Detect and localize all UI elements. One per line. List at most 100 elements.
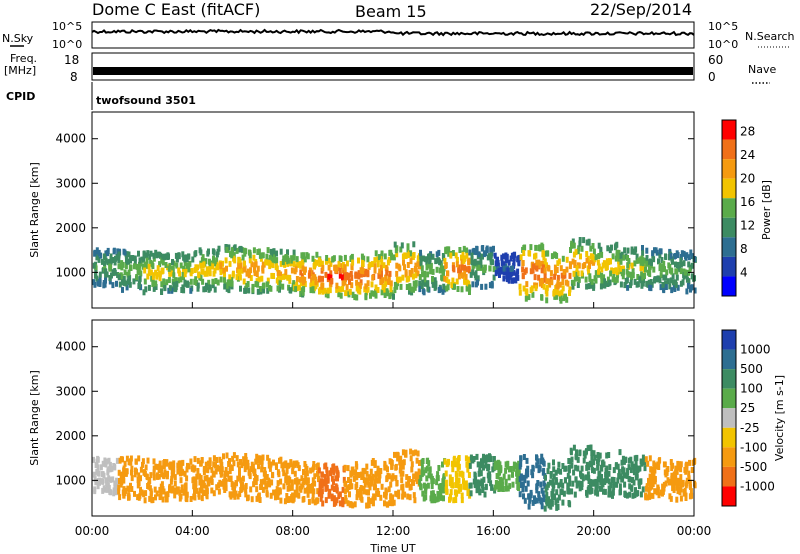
power-cell [346,274,350,281]
velocity-cell [619,488,622,495]
velocity-cell [376,465,380,472]
power-cell [431,276,434,282]
velocity-cell [687,470,691,477]
velocity-cell [296,462,300,469]
velocity-cell [578,450,582,457]
power-cell [537,259,541,266]
power-cell [511,265,514,272]
velocity-cell [260,463,264,469]
power-cell [479,258,483,265]
power-cell [393,287,397,294]
velocity-cell [215,457,219,463]
power-cell [373,263,377,270]
velocity-cell [127,494,130,501]
power-cell [274,264,278,270]
power-cell [633,278,637,285]
power-cell [561,255,565,262]
velocity-cell [93,486,97,493]
power-cell [360,253,364,260]
velocity-cell [410,466,414,473]
power-cell [435,266,439,273]
power-cell [390,290,394,297]
power-cell [459,269,463,276]
velocity-cell [639,478,643,485]
velocity-cell [441,478,445,485]
power-cell [568,286,572,293]
velocity-cell [250,461,254,468]
velocity-cell [391,494,395,501]
power-cell [380,264,383,271]
power-cell [623,282,627,289]
power-cell [446,246,450,253]
velocity-cell [255,475,259,482]
velocity-cell [228,491,232,498]
velocity-cell [149,472,153,479]
velocity-cell [144,490,148,497]
power-cell [254,261,258,268]
power-cell [281,259,285,266]
velocity-cell [352,475,356,482]
power-cell [468,249,472,256]
power-cell [690,262,694,269]
velocity-cell [194,477,197,484]
power-cell [481,253,484,260]
velocity-cell [546,468,550,475]
power-cell [418,286,422,293]
power-cell [639,259,643,266]
velocity-cell [615,481,619,488]
velocity-cell [455,472,459,479]
power-cell [261,261,265,268]
velocity-cell [326,475,330,482]
power-cell [243,247,247,254]
velocity-cell [578,485,582,492]
velocity-cell [631,492,635,499]
power-cell [133,259,137,266]
power-colorbar-segment [722,120,736,140]
velocity-cell [242,460,246,467]
velocity-cell [442,495,445,502]
velocity-cell [576,456,580,463]
velocity-cell [409,448,413,455]
power-cell [351,259,355,266]
velocity-cell [365,463,369,470]
power-cell [180,287,184,293]
power-colorbar-label: Power [dB] [760,180,773,240]
power-cell [679,280,683,287]
velocity-cell [96,455,100,462]
velocity-cell [410,461,414,468]
power-cell [659,272,663,279]
velocity-cell [405,481,409,488]
power-cell [547,278,551,285]
power-cell [444,246,448,253]
velocity-cell [519,461,523,468]
velocity-cell [113,480,117,487]
power-cell [579,253,582,260]
velocity-cell [637,479,641,486]
velocity-cell [632,469,636,476]
velocity-cell [222,453,225,460]
velocity-cell [371,499,375,506]
velocity-cell [574,464,578,471]
velocity-cell [629,456,633,463]
power-cell [658,248,662,255]
power-cell [401,253,405,260]
velocity-cell [661,483,665,490]
velocity-cell [219,462,223,469]
power-cell [421,255,425,262]
velocity-cell [462,478,465,485]
power-cell [154,269,158,276]
velocity-cell [603,479,607,485]
velocity-cell [170,472,174,479]
power-cell [143,278,147,285]
velocity-cell [238,470,241,477]
power-cell [462,245,466,252]
power-cell [175,280,179,287]
power-cell [240,267,244,274]
freq-unit-label: [MHz] [4,64,36,77]
velocity-cell [258,497,262,503]
velocity-cell [205,491,209,498]
power-cell [327,264,331,271]
power-cell [290,267,294,274]
velocity-cell [549,503,553,510]
power-cell [424,256,428,263]
